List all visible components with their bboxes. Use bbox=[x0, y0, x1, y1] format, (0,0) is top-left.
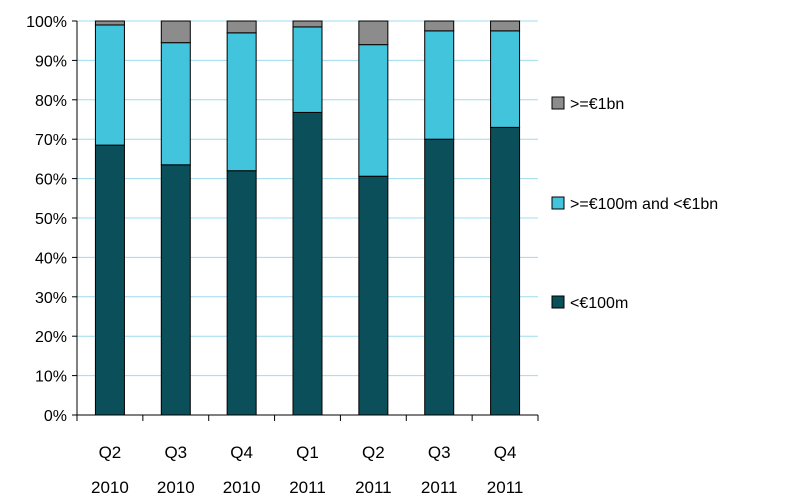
x-tick-label: Q4 bbox=[494, 443, 517, 462]
y-tick-label: 80% bbox=[35, 93, 67, 110]
x-tick-label: 2011 bbox=[355, 478, 392, 497]
y-tick-label: 10% bbox=[35, 369, 67, 386]
bar-segment bbox=[292, 26, 323, 113]
legend: >=€1bn >=€100m and <€1bn <€100m bbox=[551, 96, 718, 312]
y-tick-label: 90% bbox=[35, 53, 67, 70]
bar-segment bbox=[424, 30, 455, 140]
y-tick-label: 0% bbox=[44, 408, 67, 425]
legend-swatch bbox=[551, 196, 565, 210]
legend-swatch bbox=[551, 96, 565, 110]
x-tick-label: Q3 bbox=[428, 443, 451, 462]
bar-segment bbox=[226, 170, 257, 416]
x-tick-label: Q4 bbox=[230, 443, 253, 462]
y-tick-label: 40% bbox=[35, 250, 67, 267]
y-tick-label: 100% bbox=[26, 14, 67, 31]
x-tick-label: 2011 bbox=[289, 478, 326, 497]
x-tick-labels: Q2 2010 Q3 2010 Q4 2010 Q1 2011 Q2 2011 Q3 2011 Q4 20… bbox=[91, 443, 523, 497]
y-tick-label: 20% bbox=[35, 329, 67, 346]
x-tick-label: 2011 bbox=[421, 478, 458, 497]
bar-segment bbox=[358, 20, 389, 46]
x-tick-label: 2010 bbox=[91, 478, 129, 497]
y-tick-label: 30% bbox=[35, 290, 67, 307]
bar-segment bbox=[160, 42, 191, 166]
bar-segment bbox=[358, 44, 389, 177]
y-tick-labels: 0% 10% 20% 30% 40% 50% 60% 70% 80% 90% 100% bbox=[26, 14, 67, 425]
bar-segment bbox=[292, 20, 323, 28]
bar-segment bbox=[490, 20, 521, 32]
x-tick-label: Q2 bbox=[362, 443, 385, 462]
legend-swatch bbox=[551, 295, 565, 309]
y-tick-label: 50% bbox=[35, 211, 67, 228]
bar-segment bbox=[424, 138, 455, 416]
bar-segment bbox=[226, 20, 257, 34]
bar-segment bbox=[94, 144, 125, 416]
legend-label: >=€1bn bbox=[570, 96, 624, 113]
y-tick-label: 60% bbox=[35, 172, 67, 189]
bar-segment bbox=[490, 126, 521, 416]
bar-segment bbox=[94, 24, 125, 146]
axes bbox=[72, 20, 539, 421]
bar-segment bbox=[424, 20, 455, 32]
bar-segment bbox=[94, 20, 125, 26]
legend-label: >=€100m and <€1bn bbox=[570, 196, 718, 213]
bar-segment bbox=[292, 111, 323, 416]
bar-segment bbox=[160, 164, 191, 416]
legend-label: <€100m bbox=[570, 295, 628, 312]
x-tick-label: 2010 bbox=[157, 478, 195, 497]
bar-segment bbox=[226, 32, 257, 172]
y-tick-label: 70% bbox=[35, 132, 67, 149]
x-tick-label: Q2 bbox=[99, 443, 122, 462]
x-tick-label: 2011 bbox=[487, 478, 524, 497]
x-tick-label: Q1 bbox=[296, 443, 319, 462]
x-tick-label: 2010 bbox=[223, 478, 261, 497]
x-tick-label: Q3 bbox=[164, 443, 187, 462]
bars bbox=[94, 20, 521, 416]
bar-segment bbox=[358, 175, 389, 416]
bar-segment bbox=[490, 30, 521, 128]
bar-segment bbox=[160, 20, 191, 44]
